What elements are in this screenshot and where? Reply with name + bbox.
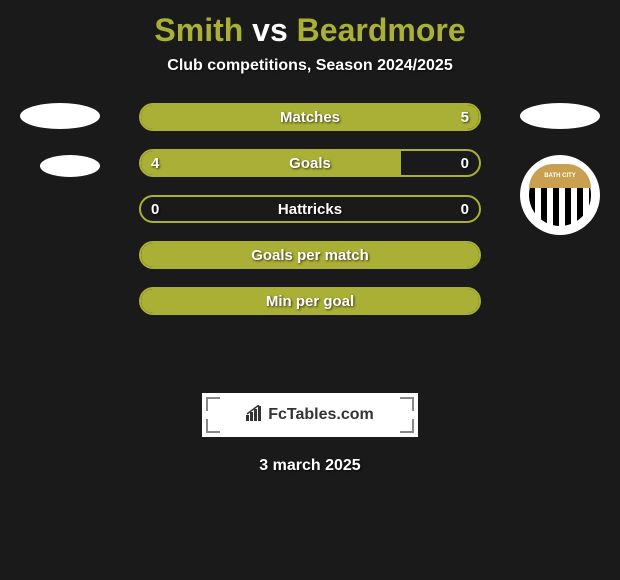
comparison-bar-row: Hattricks0 0 [139,195,481,223]
player2-name: Beardmore [297,12,466,48]
main-area: BATH CITY Matches5Goals40Hattricks00Goal… [0,103,620,383]
bar-value-left: 0 [151,197,159,221]
bar-value-right: 0 [461,151,469,175]
placeholder-ellipse [520,103,600,129]
bar-value-right: 5 [461,105,469,129]
comparison-bar-row: Goals4 0 [139,149,481,177]
corner-decoration [400,419,414,433]
brand-label: FcTables.com [246,405,374,426]
player2-photo: BATH CITY [520,103,600,235]
bar-label: Hattricks [141,197,479,221]
date-label: 3 march 2025 [0,457,620,475]
brand-text-label: FcTables.com [268,406,374,424]
branding-box: FcTables.com [202,393,418,437]
corner-decoration [206,419,220,433]
player1-photo [20,103,100,203]
club-badge: BATH CITY [520,155,600,235]
badge-text: BATH CITY [529,164,591,188]
player1-name: Smith [154,12,243,48]
bar-value-right: 0 [461,197,469,221]
corner-decoration [206,397,220,411]
comparison-bar-row: Goals per match [139,241,481,269]
bar-label: Goals per match [141,243,479,267]
vs-label: vs [252,12,288,48]
comparison-bars: Matches5Goals40Hattricks00Goals per matc… [139,103,481,315]
corner-decoration [400,397,414,411]
bar-value-left: 4 [151,151,159,175]
subtitle: Club competitions, Season 2024/2025 [0,57,620,75]
bar-label: Goals [141,151,479,175]
comparison-widget: Smith vs Beardmore Club competitions, Se… [0,0,620,485]
page-title: Smith vs Beardmore [0,12,620,49]
bar-label: Min per goal [141,289,479,313]
comparison-bar-row: Min per goal [139,287,481,315]
comparison-bar-row: Matches5 [139,103,481,131]
bar-label: Matches [141,105,479,129]
chart-icon [246,405,264,426]
placeholder-ellipse [20,103,100,129]
badge-stripes: BATH CITY [529,164,591,226]
placeholder-ellipse [40,155,100,177]
